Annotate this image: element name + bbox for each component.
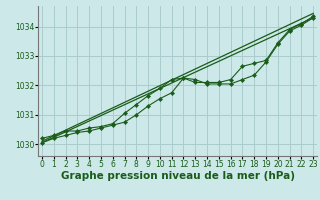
X-axis label: Graphe pression niveau de la mer (hPa): Graphe pression niveau de la mer (hPa) [60, 171, 295, 181]
